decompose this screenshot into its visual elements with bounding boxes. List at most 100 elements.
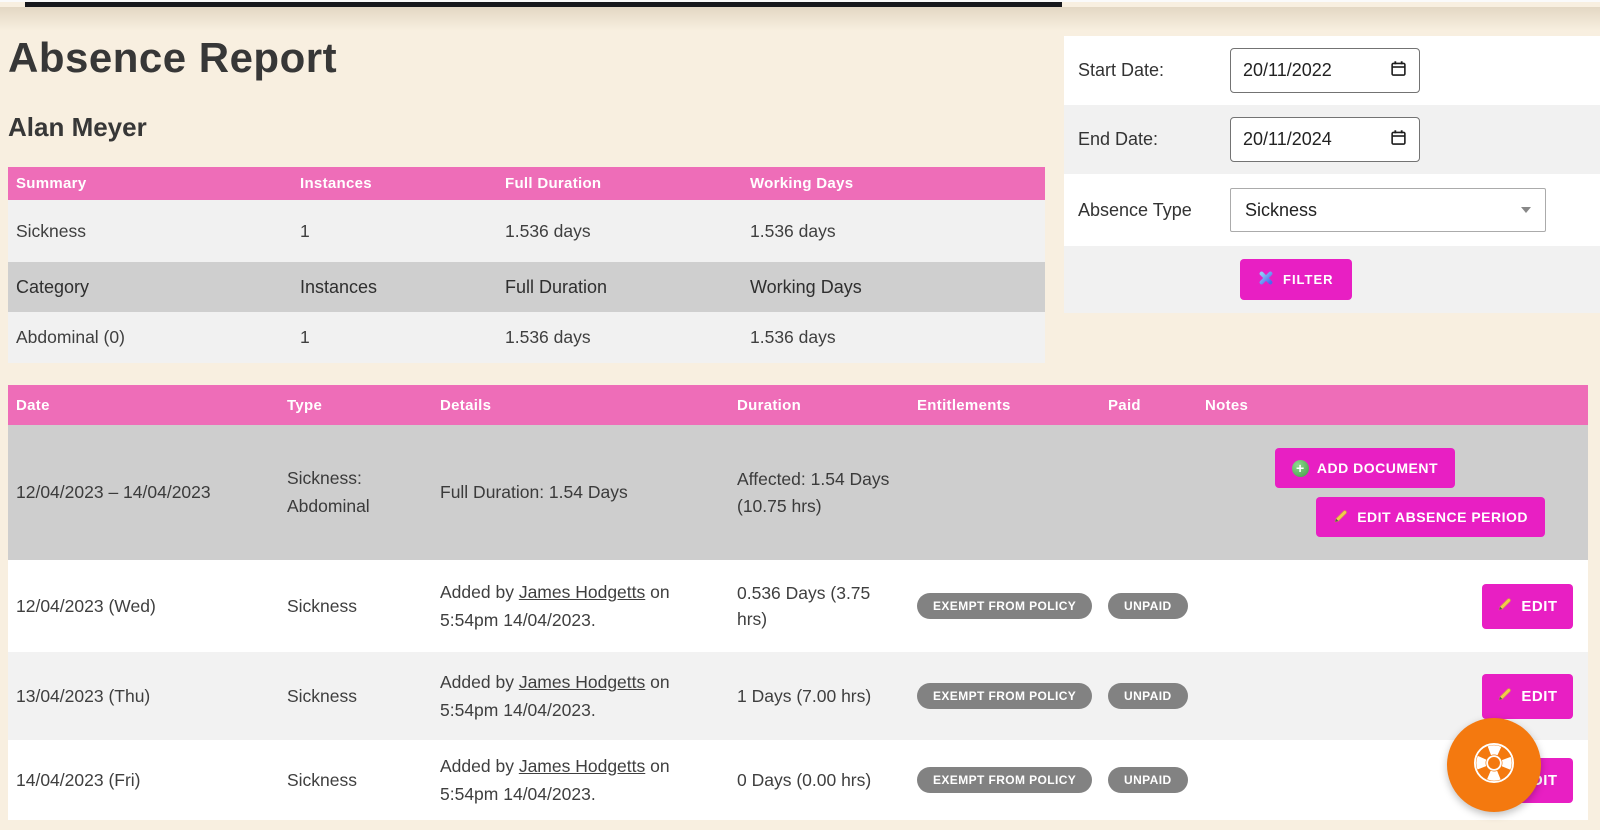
- day-type: Sickness: [287, 685, 358, 706]
- edit-absence-period-label: EDIT ABSENCE PERIOD: [1357, 509, 1528, 525]
- pencil-icon: [1333, 508, 1349, 527]
- start-date-input[interactable]: 20/11/2022: [1230, 48, 1420, 93]
- edit-absence-period-button[interactable]: EDIT ABSENCE PERIOD: [1316, 497, 1545, 537]
- added-on-text: on 5:54pm 14/04/2023.: [440, 672, 670, 720]
- added-on-text: on 5:54pm 14/04/2023.: [440, 756, 670, 804]
- end-date-row: End Date: 20/11/2024: [1064, 105, 1600, 174]
- day-details: Added by James Hodgetts on 5:54pm 14/04/…: [432, 578, 729, 634]
- filter-button[interactable]: FILTER: [1240, 259, 1352, 300]
- summary-header-row: Summary Instances Full Duration Working …: [8, 167, 1045, 200]
- calendar-icon[interactable]: [1390, 129, 1407, 151]
- summary-cell: 1.536 days: [750, 327, 836, 347]
- edit-button[interactable]: EDIT: [1482, 583, 1573, 629]
- absence-type-row: Absence Type Sickness: [1064, 174, 1600, 246]
- paid-col-header: Paid: [1108, 396, 1141, 414]
- added-on-text: on 5:54pm 14/04/2023.: [440, 582, 670, 630]
- top-light-strip: [0, 0, 1600, 2]
- absence-header-row: Date Type Details Duration Entitlements …: [8, 385, 1588, 425]
- day-entitlements: EXEMPT FROM POLICY: [909, 767, 1100, 793]
- summary-row-abdominal: Abdominal (0) 1 1.536 days 1.536 days: [8, 312, 1045, 363]
- table-row: 14/04/2023 (Fri) Sickness Added by James…: [8, 740, 1588, 820]
- added-by-user-link[interactable]: James Hodgetts: [518, 756, 646, 776]
- date-col-header: Date: [16, 396, 50, 414]
- day-duration: 0 Days (0.00 hrs): [737, 769, 872, 790]
- day-actions: EDIT: [1197, 673, 1588, 719]
- absence-table: Date Type Details Duration Entitlements …: [8, 385, 1588, 820]
- period-date-range: 12/04/2023 – 14/04/2023: [16, 482, 211, 502]
- day-duration: 0.536 Days (3.75 hrs): [737, 582, 871, 629]
- summary-cell: 1.536 days: [505, 220, 591, 241]
- period-details: Full Duration: 1.54 Days: [440, 482, 628, 502]
- filter-panel: Start Date: 20/11/2022 End Date: 20/11/2…: [1064, 36, 1600, 313]
- table-row: 13/04/2023 (Thu) Sickness Added by James…: [8, 652, 1588, 740]
- notes-col-header: Notes: [1205, 396, 1249, 414]
- calendar-icon[interactable]: [1390, 60, 1407, 82]
- plus-circle-icon: +: [1291, 459, 1309, 477]
- period-actions: + ADD DOCUMENT EDIT ABSENCE PERIOD: [1197, 448, 1588, 537]
- pencil-icon: [1497, 596, 1513, 616]
- summary-col-header: Summary: [16, 175, 87, 192]
- add-document-label: ADD DOCUMENT: [1316, 460, 1438, 476]
- day-type: Sickness: [287, 769, 358, 790]
- absence-type-value: Sickness: [1245, 199, 1318, 220]
- period-type-line: Abdominal: [287, 495, 370, 516]
- added-by-user-link[interactable]: James Hodgetts: [518, 672, 646, 692]
- period-type: Sickness: Abdominal: [279, 465, 432, 519]
- duration-col-header: Duration: [737, 396, 802, 414]
- edit-button[interactable]: EDIT: [1482, 673, 1573, 719]
- top-dark-bar: [25, 2, 1062, 7]
- day-details: Added by James Hodgetts on 5:54pm 14/04/…: [432, 752, 729, 808]
- page-title: Absence Report: [8, 34, 338, 81]
- blue-cross-icon: [1258, 270, 1274, 289]
- summary-cell: 1.536 days: [750, 220, 836, 241]
- start-date-value: 20/11/2022: [1243, 60, 1332, 80]
- instances-col-header: Instances: [300, 175, 372, 192]
- day-type: Sickness: [287, 595, 358, 616]
- pencil-icon: [1497, 686, 1513, 706]
- summary-table: Summary Instances Full Duration Working …: [8, 167, 1045, 363]
- absence-type-label: Absence Type: [1078, 199, 1192, 220]
- summary-row-sickness: Sickness 1 1.536 days 1.536 days: [8, 200, 1045, 262]
- absence-period-row: 12/04/2023 – 14/04/2023 Sickness: Abdomi…: [8, 425, 1588, 560]
- top-shadow: [0, 7, 1600, 31]
- day-date: 13/04/2023 (Thu): [16, 685, 151, 706]
- added-by-text: Added by: [440, 756, 519, 776]
- added-by-user-link[interactable]: James Hodgetts: [518, 582, 646, 602]
- absence-type-select[interactable]: Sickness: [1230, 188, 1546, 232]
- day-entitlements: EXEMPT FROM POLICY: [909, 593, 1100, 619]
- add-document-button[interactable]: + ADD DOCUMENT: [1274, 448, 1455, 488]
- unpaid-badge: UNPAID: [1108, 767, 1188, 793]
- day-duration: 1 Days (7.00 hrs): [737, 685, 872, 706]
- edit-button-label: EDIT: [1521, 687, 1558, 705]
- added-by-text: Added by: [440, 672, 519, 692]
- day-actions: EDIT: [1197, 583, 1588, 629]
- filter-button-label: FILTER: [1283, 272, 1334, 287]
- summary-cell: Full Duration: [505, 276, 608, 297]
- summary-cell: Instances: [300, 276, 378, 297]
- working-days-col-header: Working Days: [750, 175, 854, 192]
- day-date: 14/04/2023 (Fri): [16, 769, 141, 790]
- summary-cell: 1.536 days: [505, 327, 591, 347]
- unpaid-badge: UNPAID: [1108, 593, 1188, 619]
- unpaid-badge: UNPAID: [1108, 683, 1188, 709]
- summary-cell: Working Days: [750, 276, 862, 297]
- end-date-input[interactable]: 20/11/2024: [1230, 117, 1420, 162]
- summary-cell: Abdominal (0): [16, 327, 125, 347]
- type-col-header: Type: [287, 396, 323, 414]
- period-duration: Affected: 1.54 Days (10.75 hrs): [737, 469, 890, 516]
- lifebuoy-icon: [1470, 739, 1518, 792]
- entitlements-col-header: Entitlements: [917, 396, 1011, 414]
- full-duration-col-header: Full Duration: [505, 175, 602, 192]
- exempt-from-policy-badge: EXEMPT FROM POLICY: [917, 683, 1093, 709]
- filter-action-row: FILTER: [1064, 246, 1600, 313]
- day-paid: UNPAID: [1100, 593, 1197, 619]
- start-date-row: Start Date: 20/11/2022: [1064, 36, 1600, 105]
- day-date: 12/04/2023 (Wed): [16, 595, 156, 616]
- exempt-from-policy-badge: EXEMPT FROM POLICY: [917, 593, 1093, 619]
- summary-cell: 1: [300, 220, 310, 241]
- edit-button-label: EDIT: [1521, 597, 1558, 615]
- chevron-down-icon: [1521, 207, 1531, 213]
- help-fab-button[interactable]: [1447, 718, 1541, 812]
- added-by-text: Added by: [440, 582, 519, 602]
